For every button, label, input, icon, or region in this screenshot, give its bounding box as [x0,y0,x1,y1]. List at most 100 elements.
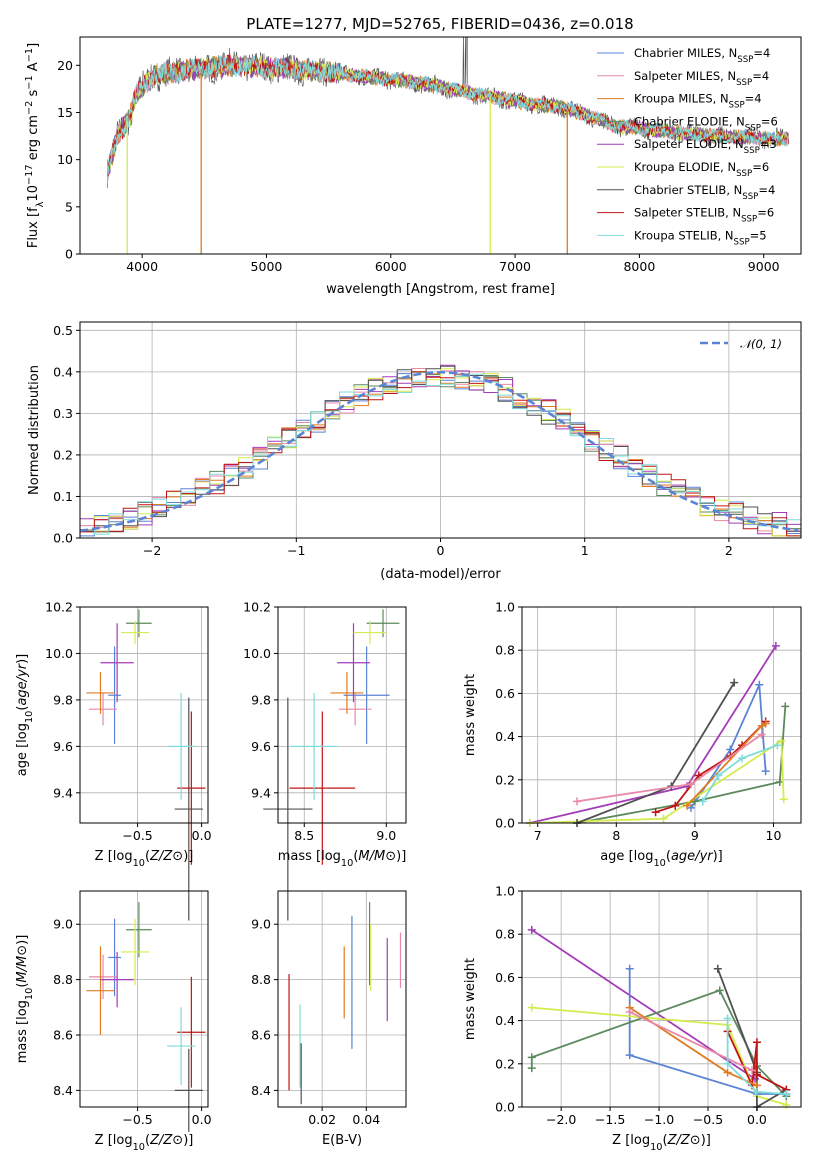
x-axis-label: E(B-V) [322,1133,362,1148]
y-tick-label: 0.6 [495,970,515,985]
y-axis-label-part: erg cm [26,115,41,164]
x-axis-label-part: )] [396,849,406,864]
y-tick-label: 8.6 [53,1028,73,1043]
y-axis-label: mass [log10(M/M⊙)] [15,935,35,1064]
mass-weight-marker-red [752,1070,761,1079]
mass-weight-marker-green [527,1053,536,1062]
y-tick-label: 0.0 [495,816,515,831]
axes-frame [521,606,802,824]
mass-weight-marker-green [715,986,724,995]
legend-entry: Kroupa STELIB, NSSP=5 [634,228,767,247]
mass-weight-marker-yellow [659,814,668,823]
x-tick-label: 4000 [126,259,158,274]
legend-entry-part: Salpeter STELIB, N [634,206,741,220]
y-axis-label-part: ( [15,983,30,988]
y-tick-label: 0.8 [495,927,515,942]
x-tick-label: 7 [534,828,542,843]
legend-entry-part: SSP [741,215,757,225]
x-axis-label-part: M/M⊙ [358,849,396,864]
y-axis-label-part: −1 [24,75,35,89]
mass-weight-marker-blue [625,964,634,973]
mass-weight-marker-cyan [723,1059,732,1068]
y-tick-label: 0.0 [495,1100,515,1115]
legend-entry-part: Chabrier MILES, N [634,46,737,60]
x-tick-label: 8000 [623,259,655,274]
mass-weight-marker-red [752,1038,761,1047]
mass-weight-marker-cyan [738,754,747,763]
y-tick-label: 9.0 [53,917,73,932]
y-tick-label: 9.0 [251,917,271,932]
y-tick-label: 10 [57,152,73,167]
x-axis-label: (data-model)/error [380,567,501,582]
figure-title: PLATE=1277, MJD=52765, FIBERID=0436, z=0… [246,15,633,33]
mass-weight-line-pink [576,733,763,803]
legend-entry-part: Kroupa MILES, N [634,92,729,106]
x-axis-label: Z [log10(Z/Z⊙)] [95,849,194,869]
axes-frame [79,606,209,824]
y-axis-label-part: 10 [26,185,41,202]
x-axis-label-part: mass [log [278,849,341,864]
y-axis-label-part: s [26,89,41,100]
legend-entry: Kroupa ELODIE, NSSP=6 [634,160,769,179]
mass-weight-marker-yellow [527,1003,536,1012]
y-axis-label-part: mass weight [463,958,478,1040]
y-axis-label-part: −2 [24,101,35,115]
legend-entry-part: Kroupa STELIB, N [634,228,734,242]
axes-frame [277,606,407,824]
y-tick-label: 1.0 [495,884,515,899]
mass-weight-marker-orange [723,1068,732,1077]
mass-weight-marker-purple [771,641,780,650]
y-tick-label: 9.8 [53,692,73,707]
mass-weight-marker-red [651,808,660,817]
legend-entry-part: SSP [736,78,752,88]
mass-weight-line-pink [629,1011,753,1072]
x-axis-label-part: 10 [133,1142,145,1153]
axes-frame [277,890,407,1108]
mass-weight-marker-cyan [698,797,707,806]
x-tick-label: 5000 [251,259,283,274]
x-axis-label-part: Z [log [95,1133,133,1148]
mass-weight-marker-yellow [782,1100,791,1109]
y-tick-label: 8.4 [53,1083,73,1098]
mass-weight-line-yellow [531,1006,787,1106]
x-axis-label-part: Z [log [95,849,133,864]
y-tick-label: 0.4 [495,1013,515,1028]
y-tick-label: 10.2 [45,600,73,615]
y-tick-label: 0 [65,247,73,262]
x-axis-label: age [log10(age/yr)] [600,849,723,869]
x-axis-label-part: ( [145,1133,150,1148]
age-z-panel: −0.5 0.09.49.69.810.010.2Z [log10(Z/Z⊙)]a… [15,600,212,921]
legend-entry-part: =3 [760,137,777,151]
y-tick-label: 0.2 [53,447,73,462]
legend-entry-part: =4 [758,183,775,197]
y-tick-label: 0.3 [53,406,73,421]
y-tick-label: 9.4 [251,785,271,800]
x-axis-label-part: )] [183,1133,193,1148]
y-axis-label-part: −1 [24,48,35,62]
y-tick-label: 0.0 [53,531,73,546]
mass-weight-line-dark [576,682,735,824]
y-tick-label: 20 [57,58,73,73]
x-tick-label: −2.0 [546,1112,576,1127]
x-axis-label-part: ( [666,849,671,864]
mass-weight-marker-dark [730,678,739,687]
x-tick-label: 8 [612,828,620,843]
y-axis-label-part: age [log [15,723,30,776]
y-axis-label: Flux [fλ10−17 erg cm−2 s−1 A−1] [24,43,46,248]
x-tick-label: 9 [691,828,699,843]
y-axis-label-part: λ [35,201,46,207]
legend-entry-part: Kroupa ELODIE, N [634,160,736,174]
y-axis-label-part: ( [15,706,30,711]
mass-weight-marker-pink [748,1066,757,1075]
legend-entry-part: SSP [737,55,753,65]
mass-z-panel: −0.5 0.08.48.68.89.0Z [log10(Z/Z⊙)]mass [… [15,890,212,1153]
y-axis-label-part: mass weight [463,674,478,756]
x-axis-label: mass [log10(M/M⊙)] [278,849,407,869]
mass-weight-marker-blue [755,680,764,689]
y-axis-label-part: 10 [24,988,35,1000]
y-axis-label-part: Flux [f [26,207,41,248]
x-tick-label: 0.0 [747,1112,767,1127]
y-tick-label: 5 [65,199,73,214]
y-tick-label: 9.4 [53,785,73,800]
x-axis-label-part: age [log [600,849,653,864]
